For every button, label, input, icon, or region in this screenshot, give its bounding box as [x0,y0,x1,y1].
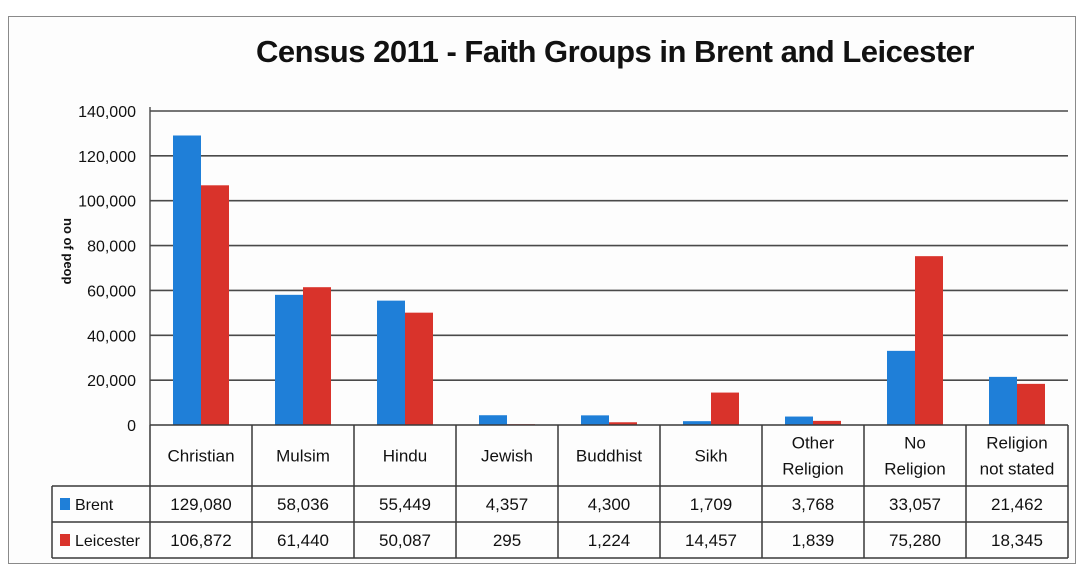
bar-brent-hindu [377,300,405,425]
bar-leicester-no-religion [915,256,943,425]
bar-leicester-hindu [405,312,433,425]
legend-swatch-leicester [60,534,70,546]
y-tick-label: 0 [127,418,136,435]
data-label: 3,768 [792,495,835,514]
bar-brent-mulsim [275,294,303,425]
category-label: Sikh [694,447,727,466]
data-label: 21,462 [991,495,1043,514]
data-label: 14,457 [685,531,737,550]
bar-leicester-sikh [711,392,739,425]
data-label: 1,709 [690,495,733,514]
y-axis-label: no of peop [61,218,76,285]
category-label: Buddhist [576,447,642,466]
bar-brent-jewish [479,415,507,425]
legend-swatch-brent [60,498,70,510]
data-label: 75,280 [889,531,941,550]
y-tick-label: 140,000 [78,104,136,121]
bar-brent-religion-not-stated [989,376,1017,425]
y-tick-label: 120,000 [78,149,136,166]
bar-brent-no-religion [887,350,915,425]
legend-label-brent: Brent [75,497,114,514]
data-label: 1,839 [792,531,835,550]
data-label: 33,057 [889,495,941,514]
category-label: Other [792,434,835,453]
bars [173,135,1045,425]
y-tick-label: 20,000 [87,373,136,390]
data-label: 1,224 [588,531,631,550]
data-label: 61,440 [277,531,329,550]
y-tick-label: 60,000 [87,283,136,300]
data-table: Christian Mulsim Hindu Jewish Buddhist Sikh Ot… [51,424,1069,559]
category-label: Religion [782,460,843,479]
category-label: Religion [884,460,945,479]
data-label: 4,357 [486,495,529,514]
chart-title: Census 2011 - Faith Groups in Brent and … [256,34,975,69]
bar-brent-other-religion [785,416,813,425]
y-axis-ticks: 0 20,000 40,000 60,000 80,000 100,000 120,000 1… [78,104,136,435]
bar-brent-christian [173,135,201,425]
data-label: 18,345 [991,531,1043,550]
category-label: Hindu [383,447,427,466]
category-label: No [904,434,926,453]
y-tick-label: 100,000 [78,194,136,211]
data-label: 50,087 [379,531,431,550]
y-tick-label: 40,000 [87,328,136,345]
data-label: 295 [493,531,521,550]
y-tick-label: 80,000 [87,239,136,256]
bar-leicester-other-religion [813,420,841,425]
bar-brent-buddhist [581,415,609,425]
data-label: 129,080 [170,495,231,514]
data-label: 55,449 [379,495,431,514]
category-label: Christian [167,447,234,466]
data-label: 106,872 [170,531,231,550]
category-label: Mulsim [276,447,330,466]
bar-leicester-christian [201,185,229,425]
data-label: 58,036 [277,495,329,514]
data-label: 4,300 [588,495,631,514]
bar-leicester-buddhist [609,422,637,425]
category-label: Jewish [481,447,533,466]
bar-brent-sikh [683,421,711,425]
category-label: Religion [986,434,1047,453]
category-label: not stated [980,460,1055,479]
bar-leicester-mulsim [303,287,331,425]
bar-leicester-religion-not-stated [1017,383,1045,425]
legend-label-leicester: Leicester [75,533,141,550]
